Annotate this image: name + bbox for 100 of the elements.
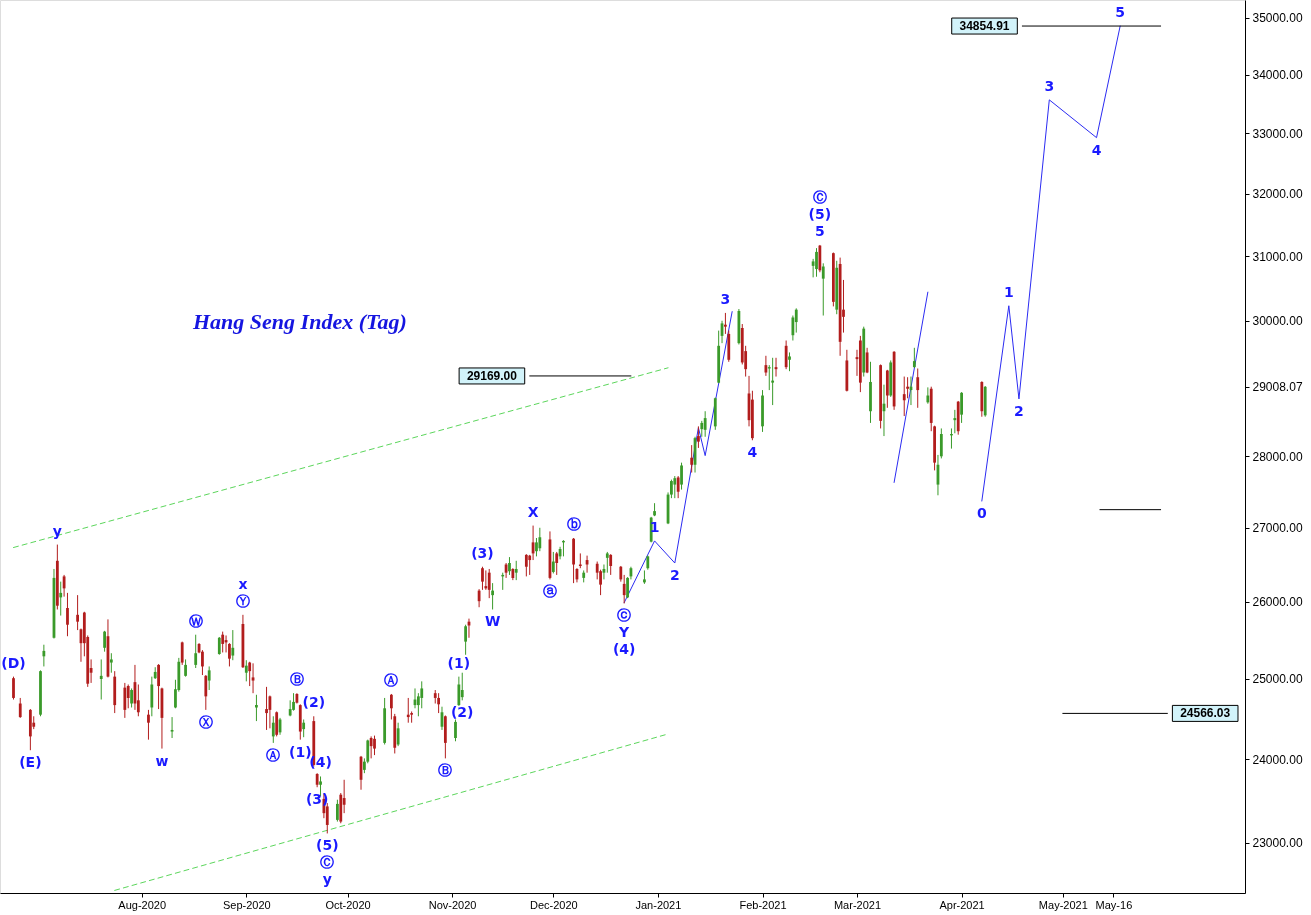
y-tick-label: 23000.00 xyxy=(1252,836,1303,851)
data-label: 24566.03 xyxy=(1180,706,1231,721)
candlestick xyxy=(960,391,963,424)
annotation: 5 xyxy=(815,222,825,239)
annotation: 2 xyxy=(669,567,680,584)
candlestick xyxy=(150,676,154,717)
annotation: (4) xyxy=(309,754,332,771)
annotation: 3 xyxy=(720,290,731,307)
candlestick xyxy=(821,262,825,317)
annotation: w xyxy=(155,752,169,769)
candlestick xyxy=(477,588,481,608)
x-tick-label: Aug-2020 xyxy=(118,898,167,911)
annotation: x xyxy=(238,575,248,592)
x-tick-label: May-16 xyxy=(1095,898,1133,911)
candlestick xyxy=(18,697,22,719)
candlestick xyxy=(697,425,700,449)
candlestick xyxy=(771,357,775,406)
y-tick-label: 26000.00 xyxy=(1252,595,1303,610)
annotation: Y xyxy=(618,624,631,641)
annotation: y xyxy=(322,871,332,888)
y-tick-label: 34000.00 xyxy=(1252,68,1303,83)
candlestick xyxy=(912,347,916,369)
candlestick xyxy=(76,594,79,631)
text: Hang Seng Index (Tag) xyxy=(192,309,407,334)
candlestick xyxy=(916,367,920,409)
candlestick xyxy=(551,551,555,574)
candlestick xyxy=(336,799,339,823)
candlestick xyxy=(622,574,626,604)
candlestick xyxy=(42,644,46,667)
candlestick xyxy=(454,718,457,742)
x-tick-label: Sep-2020 xyxy=(222,898,271,911)
candlestick xyxy=(690,444,694,474)
candlestick xyxy=(147,709,150,741)
candlestick xyxy=(369,735,373,759)
annotation: y xyxy=(52,522,62,539)
data-label: 34854.91 xyxy=(959,19,1010,34)
annotation: ⓒ xyxy=(617,607,632,624)
candlestick xyxy=(538,527,542,552)
annotation: (2) xyxy=(450,704,474,721)
candlestick xyxy=(207,665,211,691)
candlestick xyxy=(487,568,491,599)
y-tick-label: 35000.00 xyxy=(1252,11,1303,26)
annotation: Ⓒ xyxy=(812,188,827,205)
candlestick xyxy=(484,569,488,591)
candlestick xyxy=(265,686,268,731)
y-tick-label: 32000.00 xyxy=(1252,187,1303,202)
annotation: (D) xyxy=(1,654,26,671)
annotation: (E) xyxy=(19,754,42,771)
candlestick xyxy=(231,629,235,661)
annotation: (5) xyxy=(316,837,339,854)
line-series xyxy=(623,311,733,604)
y-tick-label: 28000.00 xyxy=(1252,449,1303,464)
candlestick xyxy=(784,340,788,370)
y-tick-label: 24000.00 xyxy=(1252,752,1303,767)
candlestick xyxy=(130,687,133,708)
candlestick xyxy=(609,553,613,576)
candlestick xyxy=(66,592,69,637)
annotation: 0 xyxy=(976,505,987,522)
annotation: Ⓧ xyxy=(198,713,213,730)
candlestick xyxy=(123,682,127,719)
candlestick xyxy=(953,409,957,434)
annotation: X xyxy=(527,503,539,520)
annotation: Ⓐ xyxy=(266,746,281,763)
candlestick xyxy=(126,684,130,709)
annotation: 4 xyxy=(747,444,758,461)
y-tick-label: 25000.00 xyxy=(1252,672,1303,687)
annotation: 4 xyxy=(1091,141,1102,158)
x-tick-label: Nov-2020 xyxy=(428,898,477,911)
candlestick xyxy=(464,624,468,656)
candlestick xyxy=(724,312,727,335)
annotation: Ⓑ xyxy=(289,671,304,688)
candlestick xyxy=(460,672,464,701)
candlestick xyxy=(481,566,484,591)
candlestick xyxy=(902,376,906,417)
candlestick xyxy=(815,247,818,278)
x-tick-label: Dec-2020 xyxy=(529,898,578,911)
annotation: Ⓐ xyxy=(384,671,399,688)
candlestick xyxy=(457,676,461,707)
candlestick xyxy=(524,553,528,577)
candlestick xyxy=(204,674,208,711)
candlestick xyxy=(62,574,66,598)
annotation: Ⓒ xyxy=(320,854,335,871)
candlestick xyxy=(271,715,275,744)
candlestick xyxy=(396,722,400,747)
y-tick-label: 27000.00 xyxy=(1252,521,1303,536)
annotation: Ⓨ xyxy=(235,592,250,609)
candlestick xyxy=(373,735,376,756)
candlestick xyxy=(109,652,113,674)
annotation: 2 xyxy=(1014,402,1024,419)
y-tick-label: 31000.00 xyxy=(1252,249,1303,264)
candlestick xyxy=(59,581,63,617)
x-tick-label: Feb-2021 xyxy=(739,898,787,911)
annotation: 3 xyxy=(1044,77,1055,94)
annotation: (5) xyxy=(808,205,832,222)
data-label: 29169.00 xyxy=(466,368,518,383)
candlestick xyxy=(221,631,225,653)
candlestick xyxy=(12,676,15,701)
annotation: (1) xyxy=(447,654,471,671)
annotation: ⓐ xyxy=(542,583,557,600)
annotation: 5 xyxy=(1115,4,1126,21)
